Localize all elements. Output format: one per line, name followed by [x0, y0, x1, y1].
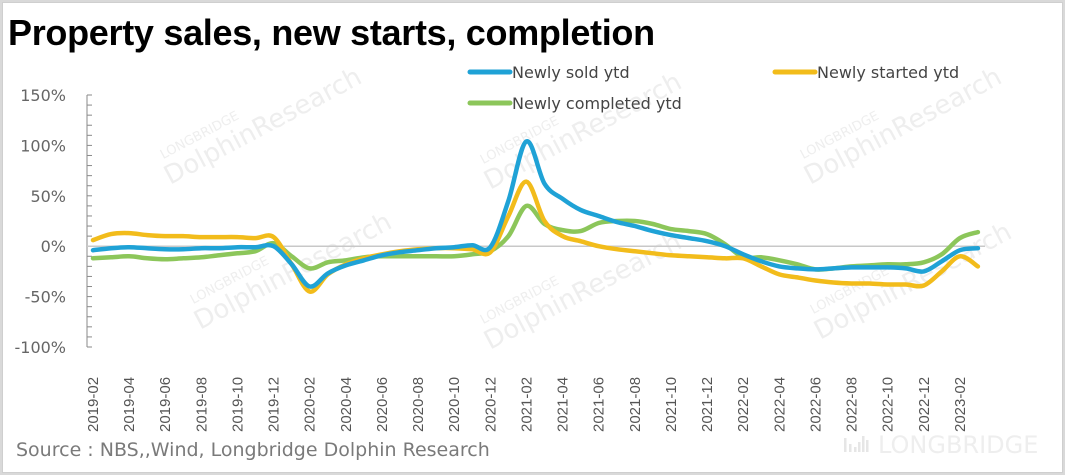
longbridge-logo-bar [854, 447, 857, 452]
y-tick-label: 100% [20, 136, 66, 155]
x-tick-label: 2020-12 [482, 377, 499, 432]
x-tick-label: 2022-06 [807, 377, 824, 432]
y-tick-label: -50% [25, 288, 66, 307]
y-tick-label: 0% [41, 237, 66, 256]
longbridge-logo-bar [844, 438, 847, 452]
x-tick-label: 2020-04 [338, 377, 355, 432]
x-tick-label: 2022-04 [771, 377, 788, 432]
y-tick-label: 150% [20, 86, 66, 105]
x-tick-label: 2019-10 [229, 377, 246, 432]
x-tick-label: 2019-12 [266, 377, 283, 432]
x-tick-label: 2021-04 [555, 377, 572, 432]
x-tick-label: 2022-10 [880, 377, 897, 432]
series-line-newly-started-ytd [90, 179, 981, 294]
longbridge-logo-bar [858, 442, 861, 452]
source-note: Source : NBS,,Wind, Longbridge Dolphin R… [16, 439, 490, 461]
x-tick-label: 2020-06 [374, 377, 391, 432]
x-tick-label: 2022-02 [735, 377, 752, 432]
x-tick-label: 2021-10 [663, 377, 680, 432]
x-tick-label: 2020-08 [410, 377, 427, 432]
x-tick-label: 2019-02 [85, 377, 102, 432]
watermark-text: DolphinResearch [479, 67, 687, 196]
x-tick-label: 2019-06 [157, 377, 174, 432]
x-tick-label: 2021-06 [591, 377, 608, 432]
chart-title: Property sales, new starts, completion [8, 12, 655, 53]
x-tick-label: 2022-08 [844, 377, 861, 432]
y-tick-label: -100% [14, 338, 66, 357]
watermark-text: DolphinResearch [159, 62, 367, 191]
x-tick-label: 2019-04 [121, 377, 138, 432]
x-tick-label: 2021-12 [699, 377, 716, 432]
series-lines [90, 139, 981, 294]
legend-label-newly-completed-ytd: Newly completed ytd [512, 94, 682, 113]
x-tick-label: 2023-02 [952, 377, 969, 432]
x-tick-label: 2020-02 [302, 377, 319, 432]
x-axis: 2019-02 2019-04 2019-06 2019-08 2019-10 2019-… [85, 377, 969, 432]
x-tick-label: 2019-08 [193, 377, 210, 432]
x-tick-label: 2021-08 [627, 377, 644, 432]
x-tick-label: 2022-12 [916, 377, 933, 432]
legend: Newly sold ytd Newly started ytd Newly com… [467, 63, 959, 113]
longbridge-logo-bar [862, 436, 865, 452]
y-tick-label: 50% [30, 187, 66, 206]
x-tick-label: 2021-02 [518, 377, 535, 432]
longbridge-logo-bar [849, 444, 852, 452]
x-tick-label: 2020-10 [446, 377, 463, 432]
legend-label-newly-sold-ytd: Newly sold ytd [512, 63, 630, 82]
legend-label-newly-started-ytd: Newly started ytd [817, 63, 959, 82]
watermark-text: DolphinResearch [189, 207, 397, 336]
series-line-newly-sold-ytd [90, 139, 981, 289]
longbridge-logo-bar [866, 440, 869, 452]
longbridge-logo-text: LONGBRIDGE [878, 431, 1038, 459]
